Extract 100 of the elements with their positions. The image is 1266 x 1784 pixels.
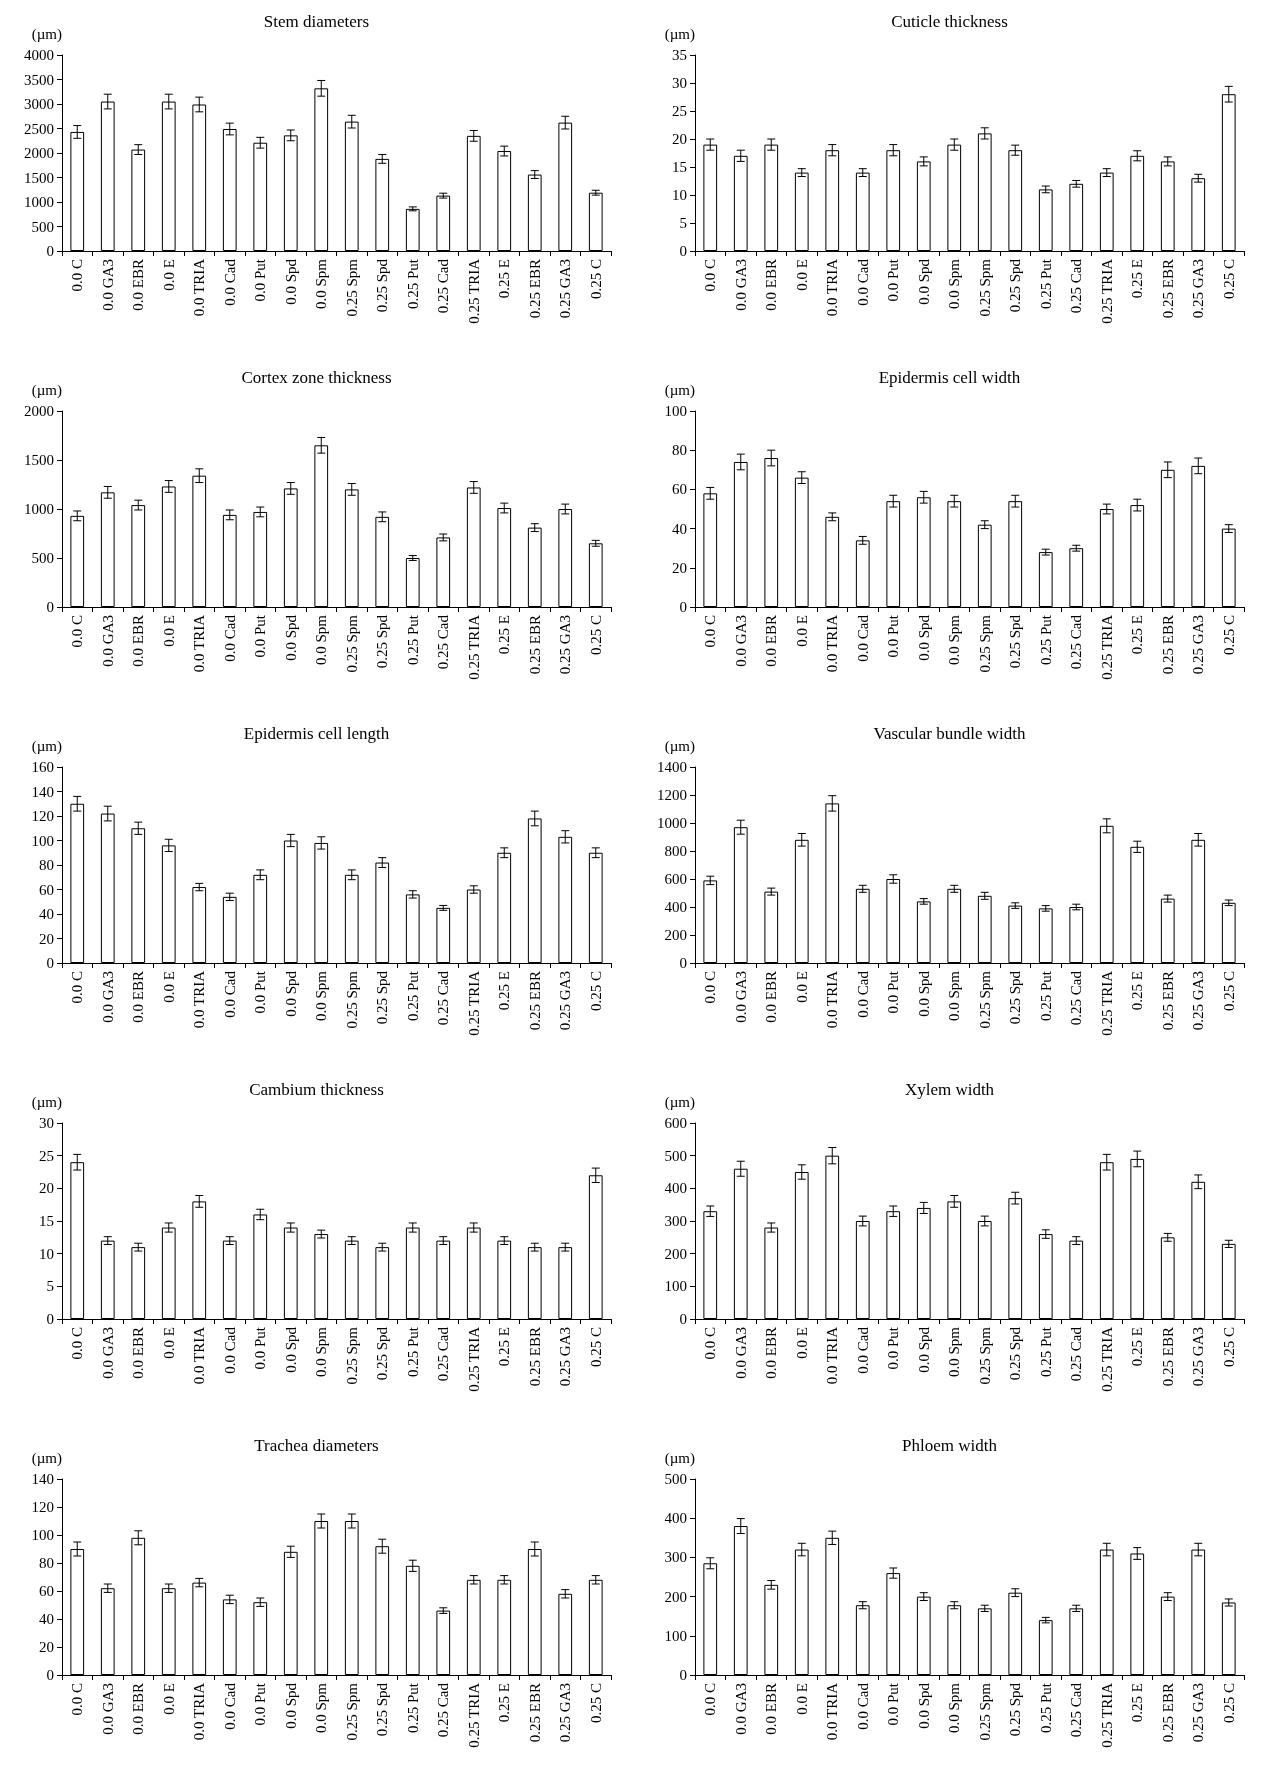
y-tick-label: 0 [46, 243, 54, 259]
x-tick-label: 0.0 Spm [313, 1682, 330, 1734]
y-tick-label: 5 [679, 215, 687, 231]
y-axis-title: (µm) [31, 1449, 62, 1467]
y-axis-title: (µm) [31, 737, 62, 755]
x-tick-label: 0.0 GA3 [732, 1327, 749, 1379]
x-tick-label: 0.0 EBR [130, 615, 147, 667]
x-tick-label: 0.25 Cad [435, 258, 452, 314]
x-tick-label: 0.25 C [587, 1327, 604, 1368]
x-tick-label: 0.0 GA3 [732, 259, 749, 311]
y-tick-label: 0 [46, 1311, 54, 1327]
y-tick-label: 120 [31, 1499, 54, 1515]
y-tick-label: 400 [664, 899, 687, 915]
x-tick-label: 0.25 Spd [374, 1326, 391, 1381]
x-tick-label: 0.0 Put [885, 614, 902, 658]
x-tick-label: 0.25 TRIA [1098, 1326, 1115, 1392]
x-tick-label: 0.0 TRIA [824, 614, 841, 673]
x-tick-label: 0.25 Cad [435, 614, 452, 670]
y-tick-label: 60 [39, 881, 54, 898]
y-tick-label: 0 [679, 955, 687, 971]
x-tick-label: 0.25 Spd [1007, 1682, 1024, 1737]
x-tick-label: 0.0 C [702, 259, 719, 292]
x-tick-label: 0.25 Put [404, 970, 421, 1022]
x-tick-label: 0.25 E [1129, 1683, 1146, 1723]
y-tick-label: 0 [679, 243, 687, 259]
x-tick-label: 0.0 Spd [282, 1326, 299, 1373]
x-tick-label: 0.0 Spd [915, 1682, 932, 1729]
x-tick-label: 0.0 Cad [854, 1682, 871, 1730]
x-tick-label: 0.25 TRIA [465, 1682, 482, 1748]
x-tick-label: 0.0 C [69, 1327, 86, 1360]
y-tick-label: 300 [664, 1213, 687, 1229]
x-tick-label: 0.0 E [160, 1683, 177, 1715]
y-tick-label: 0 [46, 1667, 54, 1683]
x-tick-label: 0.0 Cad [221, 614, 238, 662]
x-tick-label: 0.25 E [496, 615, 513, 655]
y-tick-label: 600 [664, 1115, 687, 1131]
x-tick-label: 0.25 Spm [976, 1682, 993, 1741]
x-tick-label: 0.0 Spd [915, 614, 932, 661]
y-tick-label: 500 [664, 1471, 687, 1487]
x-tick-label: 0.25 TRIA [1098, 258, 1115, 324]
y-tick-label: 1000 [24, 194, 54, 210]
x-tick-label: 0.0 EBR [763, 1683, 780, 1735]
y-tick-label: 20 [39, 1180, 54, 1197]
x-tick-label: 0.0 E [793, 971, 810, 1003]
y-tick-label: 1500 [24, 169, 54, 186]
y-tick-label: 40 [39, 906, 54, 922]
x-tick-label: 0.25 GA3 [1190, 1683, 1207, 1743]
x-tick-label: 0.25 TRIA [1098, 970, 1115, 1036]
x-tick-label: 0.0 C [69, 259, 86, 292]
x-tick-label: 0.25 Spd [374, 614, 391, 669]
x-tick-label: 0.25 Cad [1068, 1682, 1085, 1738]
x-tick-label: 0.25 EBR [1159, 971, 1176, 1031]
y-tick-label: 160 [31, 759, 54, 775]
x-tick-label: 0.0 Spd [282, 1682, 299, 1729]
x-tick-label: 0.0 TRIA [824, 1682, 841, 1741]
y-tick-label: 120 [31, 808, 54, 824]
x-tick-label: 0.25 GA3 [1190, 615, 1207, 675]
x-tick-label: 0.0 C [702, 1327, 719, 1360]
x-tick-label: 0.0 Put [885, 970, 902, 1014]
x-tick-label: 0.0 GA3 [99, 259, 116, 311]
x-tick-label: 0.0 Put [252, 614, 269, 658]
x-tick-label: 0.0 C [702, 615, 719, 648]
x-tick-label: 0.0 Spm [946, 614, 963, 666]
x-tick-label: 0.0 Cad [221, 1326, 238, 1374]
x-tick-label: 0.0 TRIA [191, 1326, 208, 1385]
x-tick-label: 0.0 Put [885, 1326, 902, 1370]
y-tick-label: 25 [672, 103, 687, 119]
x-tick-label: 0.0 C [702, 1683, 719, 1716]
y-axis-title: (µm) [664, 1093, 695, 1111]
x-tick-label: 0.25 C [1220, 1683, 1237, 1724]
y-tick-label: 300 [664, 1549, 687, 1566]
x-tick-label: 0.25 Spd [374, 970, 391, 1025]
chart-title: Cortex zone thickness [241, 368, 392, 387]
x-tick-label: 0.25 Spm [343, 1682, 360, 1741]
x-tick-label: 0.0 Spd [282, 970, 299, 1017]
x-tick-label: 0.25 Put [1037, 970, 1054, 1022]
x-tick-label: 0.25 Put [404, 1682, 421, 1734]
y-axis-title: (µm) [31, 381, 62, 399]
y-tick-label: 25 [39, 1147, 54, 1164]
x-tick-label: 0.0 Cad [221, 1682, 238, 1730]
x-tick-label: 0.25 Cad [1068, 258, 1085, 314]
x-tick-label: 0.25 E [496, 259, 513, 299]
y-tick-label: 0 [46, 599, 54, 615]
y-axis-title: (µm) [31, 25, 62, 43]
x-tick-label: 0.25 Spm [343, 1326, 360, 1385]
y-tick-label: 20 [39, 930, 54, 947]
y-tick-label: 800 [664, 843, 687, 859]
y-tick-label: 30 [672, 75, 687, 91]
x-tick-label: 0.0 Cad [854, 258, 871, 306]
x-tick-label: 0.25 Spm [343, 614, 360, 673]
x-tick-label: 0.0 Spd [915, 258, 932, 305]
x-tick-label: 0.0 C [69, 971, 86, 1004]
y-tick-label: 3500 [24, 71, 54, 88]
x-tick-label: 0.0 Spm [313, 1326, 330, 1378]
x-tick-label: 0.25 EBR [526, 615, 543, 675]
x-tick-label: 0.0 EBR [130, 971, 147, 1023]
x-tick-label: 0.0 Put [885, 258, 902, 302]
chart-title: Trachea diameters [254, 1436, 379, 1455]
x-tick-label: 0.0 Cad [221, 258, 238, 306]
x-tick-label: 0.25 EBR [1159, 1327, 1176, 1387]
